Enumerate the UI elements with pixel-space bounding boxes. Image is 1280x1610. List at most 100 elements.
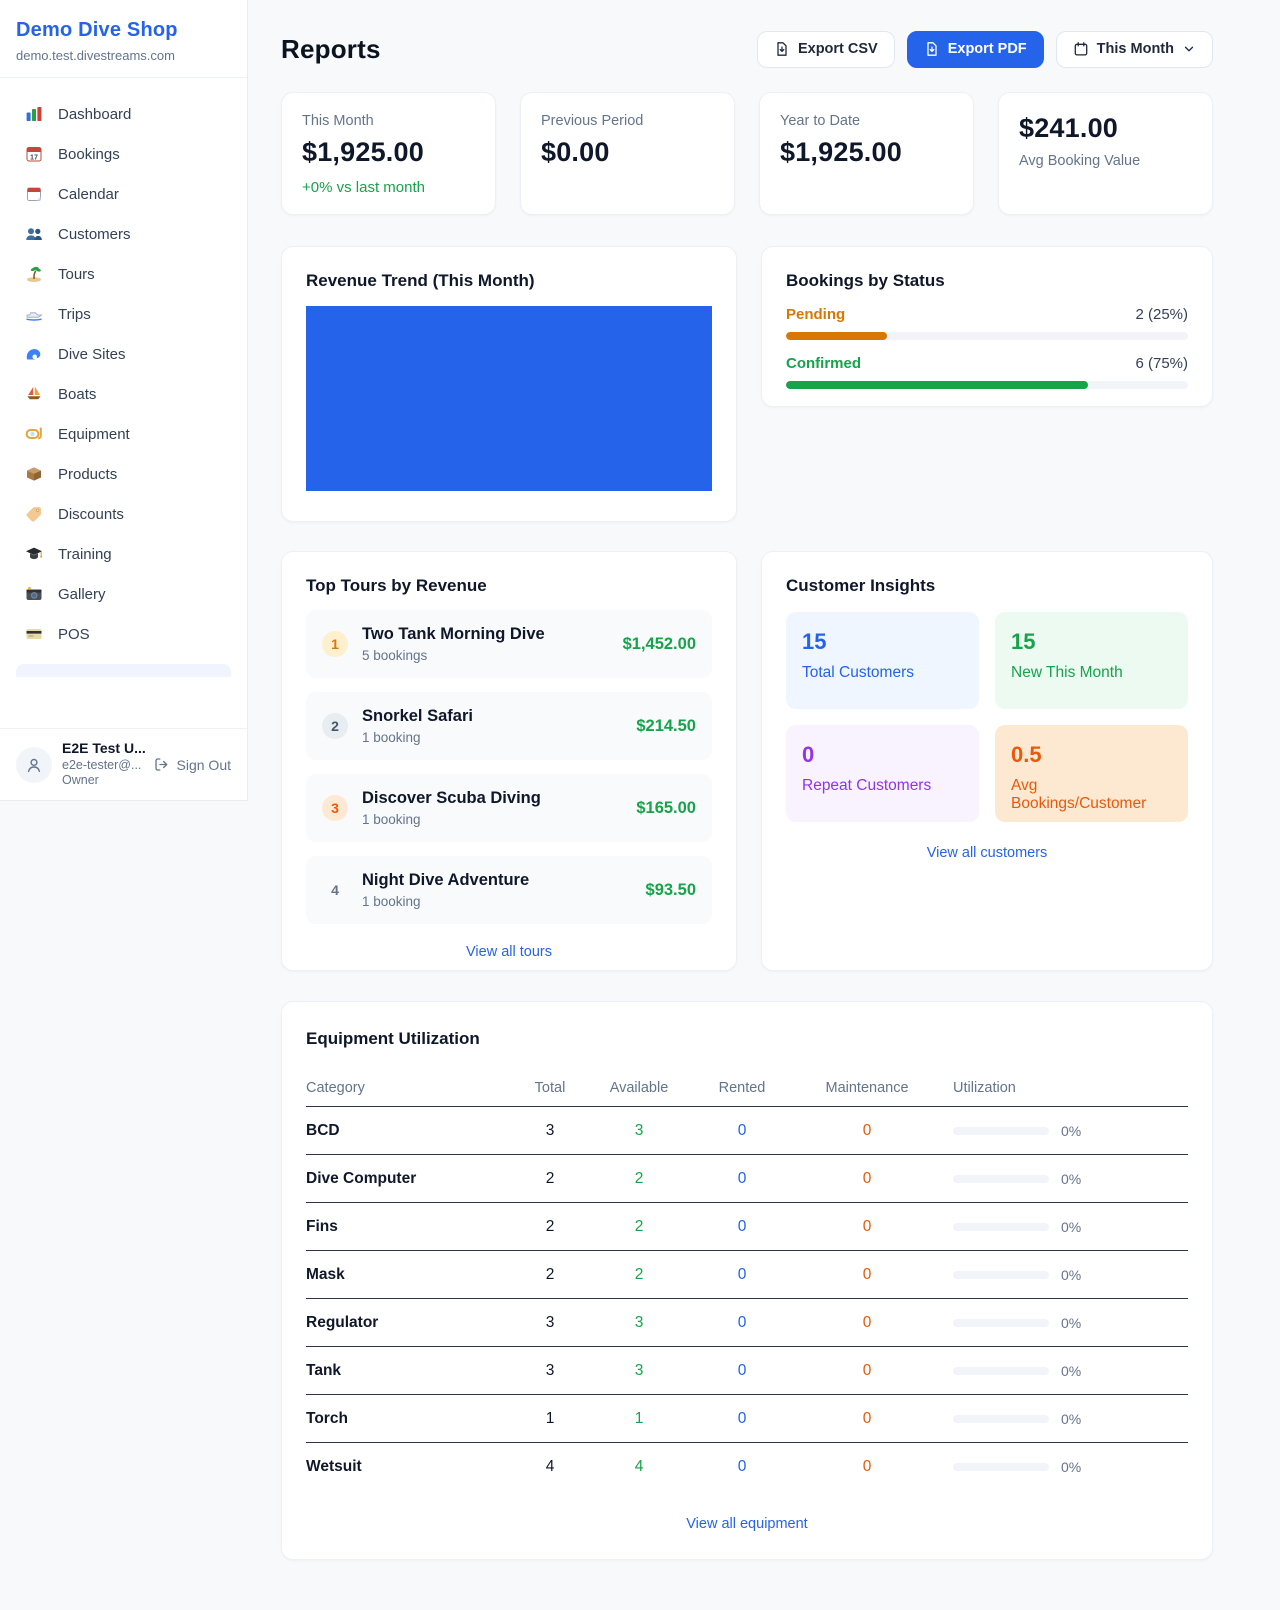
equipment-available: 4 — [634, 1458, 644, 1475]
equipment-rented: 0 — [737, 1265, 747, 1283]
stat-label: Avg Booking Value — [1019, 153, 1141, 169]
utilization-percent: 0% — [1061, 1459, 1082, 1475]
equipment-rented: 0 — [737, 1169, 747, 1187]
equipment-rented: 0 — [737, 1409, 747, 1427]
sidebar-item-training[interactable]: Training — [8, 534, 239, 574]
view-all-customers-link[interactable]: View all customers — [926, 845, 1048, 861]
sidebar-item-calendar[interactable]: Calendar — [8, 174, 239, 214]
progress-track — [786, 332, 1188, 340]
sidebar-item-discounts[interactable]: Discounts — [8, 494, 239, 534]
sidebar-item-dashboard[interactable]: Dashboard — [8, 94, 239, 134]
sidebar-item-gallery[interactable]: Gallery — [8, 574, 239, 614]
sidebar-item-tours[interactable]: Tours — [8, 254, 239, 294]
sidebar-item-equipment[interactable]: Equipment — [8, 414, 239, 454]
stat-delta: +0% vs last month — [302, 179, 425, 196]
export-pdf-label: Export PDF — [947, 41, 1027, 57]
equipment-maintenance: 0 — [862, 1313, 872, 1331]
sidebar-user-footer: E2E Test U... e2e-tester@... Owner Sign … — [0, 728, 247, 800]
logout-icon — [154, 758, 167, 771]
brand-name: Demo Dive Shop — [16, 19, 178, 41]
bookings-by-status-title: Bookings by Status — [786, 271, 945, 290]
equipment-total: 1 — [545, 1409, 555, 1427]
progress-fill — [786, 332, 887, 340]
brand: Demo Dive Shop demo.test.divestreams.com — [0, 0, 247, 78]
view-all-equipment-link[interactable]: View all equipment — [686, 1516, 808, 1532]
table-row: BCD 3 3 0 0 0% — [306, 1107, 1188, 1155]
stat-card-avg-booking-value: $241.00 Avg Booking Value — [998, 92, 1213, 215]
rank-badge: 4 — [331, 882, 339, 898]
tear-off-calendar-icon — [24, 184, 44, 204]
credit-card-icon — [24, 624, 44, 644]
equipment-rented: 0 — [737, 1217, 747, 1235]
sidebar-item-customers[interactable]: Customers — [8, 214, 239, 254]
utilization-percent: 0% — [1061, 1170, 1082, 1187]
equipment-utilization-title: Equipment Utilization — [306, 1029, 480, 1048]
equipment-rented: 0 — [737, 1458, 747, 1475]
equipment-total: 3 — [545, 1313, 555, 1331]
view-all-tours-link[interactable]: View all tours — [466, 944, 552, 960]
period-dropdown[interactable]: This Month — [1055, 30, 1213, 68]
sign-out-button[interactable]: Sign Out — [153, 756, 231, 773]
table-row: Dive Computer 2 2 0 0 0% — [306, 1155, 1188, 1203]
calendar-icon — [1074, 42, 1088, 56]
sidebar-item-pos[interactable]: POS — [8, 614, 239, 654]
sailboat-icon — [24, 384, 44, 404]
sidebar-item-bookings[interactable]: 17 Bookings — [8, 134, 239, 174]
status-row-confirmed: Confirmed 6 (75%) — [786, 355, 1188, 389]
people-icon — [24, 224, 44, 244]
page-title: Reports — [281, 33, 381, 64]
period-label: This Month — [1096, 41, 1174, 57]
rank-badge: 2 — [322, 713, 348, 739]
sidebar-item-label: Dashboard — [58, 105, 132, 123]
equipment-available: 2 — [634, 1169, 644, 1187]
main-content: Reports Export CSV Export PDF This Month… — [281, 30, 1213, 1560]
table-row: Wetsuit 4 4 0 0 0% — [306, 1443, 1188, 1491]
rank-badge: 3 — [322, 795, 348, 821]
sidebar-nav: Dashboard 17 Bookings Calendar Customers… — [0, 78, 247, 677]
sidebar-item-reports-active-partial[interactable] — [16, 664, 231, 677]
stat-card-this-month: This Month $1,925.00 +0% vs last month — [281, 92, 496, 215]
sidebar-item-label: Discounts — [58, 505, 124, 523]
sidebar-item-trips[interactable]: Trips — [8, 294, 239, 334]
equipment-available: 2 — [634, 1217, 644, 1235]
export-pdf-button[interactable]: Export PDF — [906, 30, 1044, 68]
equipment-rented: 0 — [737, 1121, 747, 1139]
utilization-bar-track — [953, 1366, 1049, 1375]
export-csv-label: Export CSV — [797, 41, 878, 57]
diving-mask-icon — [24, 424, 44, 444]
sidebar-item-label: POS — [58, 625, 90, 643]
sidebar-item-label: Tours — [58, 265, 95, 283]
stat-value: $1,925.00 — [302, 137, 424, 167]
svg-text:17: 17 — [30, 152, 38, 161]
utilization-percent: 0% — [1061, 1218, 1082, 1235]
equipment-category: Tank — [306, 1361, 342, 1379]
utilization-percent: 0% — [1061, 1266, 1082, 1283]
sidebar-item-label: Boats — [58, 385, 97, 403]
sidebar-item-label: Dive Sites — [58, 345, 126, 363]
table-row: Torch 1 1 0 0 0% — [306, 1395, 1188, 1443]
customer-insights-title: Customer Insights — [786, 576, 936, 595]
sidebar-item-products[interactable]: Products — [8, 454, 239, 494]
revenue-trend-chart — [306, 306, 712, 491]
utilization-bar-track — [953, 1174, 1049, 1183]
equipment-available: 3 — [634, 1121, 644, 1139]
file-download-icon — [777, 42, 787, 56]
sidebar-item-label: Calendar — [58, 185, 119, 203]
file-download-icon — [927, 42, 937, 56]
sidebar-item-boats[interactable]: Boats — [8, 374, 239, 414]
equipment-total: 2 — [545, 1265, 555, 1283]
utilization-bar-track — [953, 1126, 1049, 1135]
sidebar-item-dive-sites[interactable]: Dive Sites — [8, 334, 239, 374]
tour-name: Discover Scuba Diving — [362, 789, 541, 807]
insight-value: 0 — [802, 742, 815, 767]
table-row: Regulator 3 3 0 0 0% — [306, 1299, 1188, 1347]
equipment-table-header: Category Total Available Rented Maintena… — [306, 1069, 1188, 1107]
sidebar-item-label: Bookings — [58, 145, 120, 163]
export-csv-button[interactable]: Export CSV — [756, 30, 895, 68]
insight-tile-new-this-month: 15 New This Month — [995, 612, 1188, 709]
tour-bookings: 1 booking — [362, 730, 421, 745]
equipment-available: 3 — [634, 1361, 644, 1379]
stat-value: $1,925.00 — [780, 137, 902, 167]
top-tours-card: Top Tours by Revenue 1 Two Tank Morning … — [281, 551, 737, 971]
tour-revenue: $1,452.00 — [622, 634, 696, 653]
